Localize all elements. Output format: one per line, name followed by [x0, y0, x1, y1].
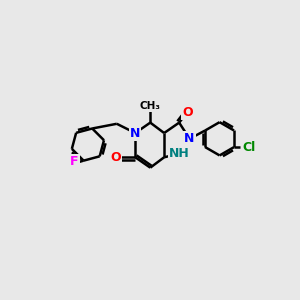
- Text: CH₃: CH₃: [140, 101, 161, 112]
- Text: O: O: [110, 151, 121, 164]
- Text: N: N: [130, 127, 140, 140]
- Text: O: O: [182, 106, 193, 119]
- Text: N: N: [184, 132, 195, 145]
- Text: NH: NH: [169, 147, 190, 160]
- Text: F: F: [70, 155, 79, 168]
- Text: Cl: Cl: [242, 141, 255, 154]
